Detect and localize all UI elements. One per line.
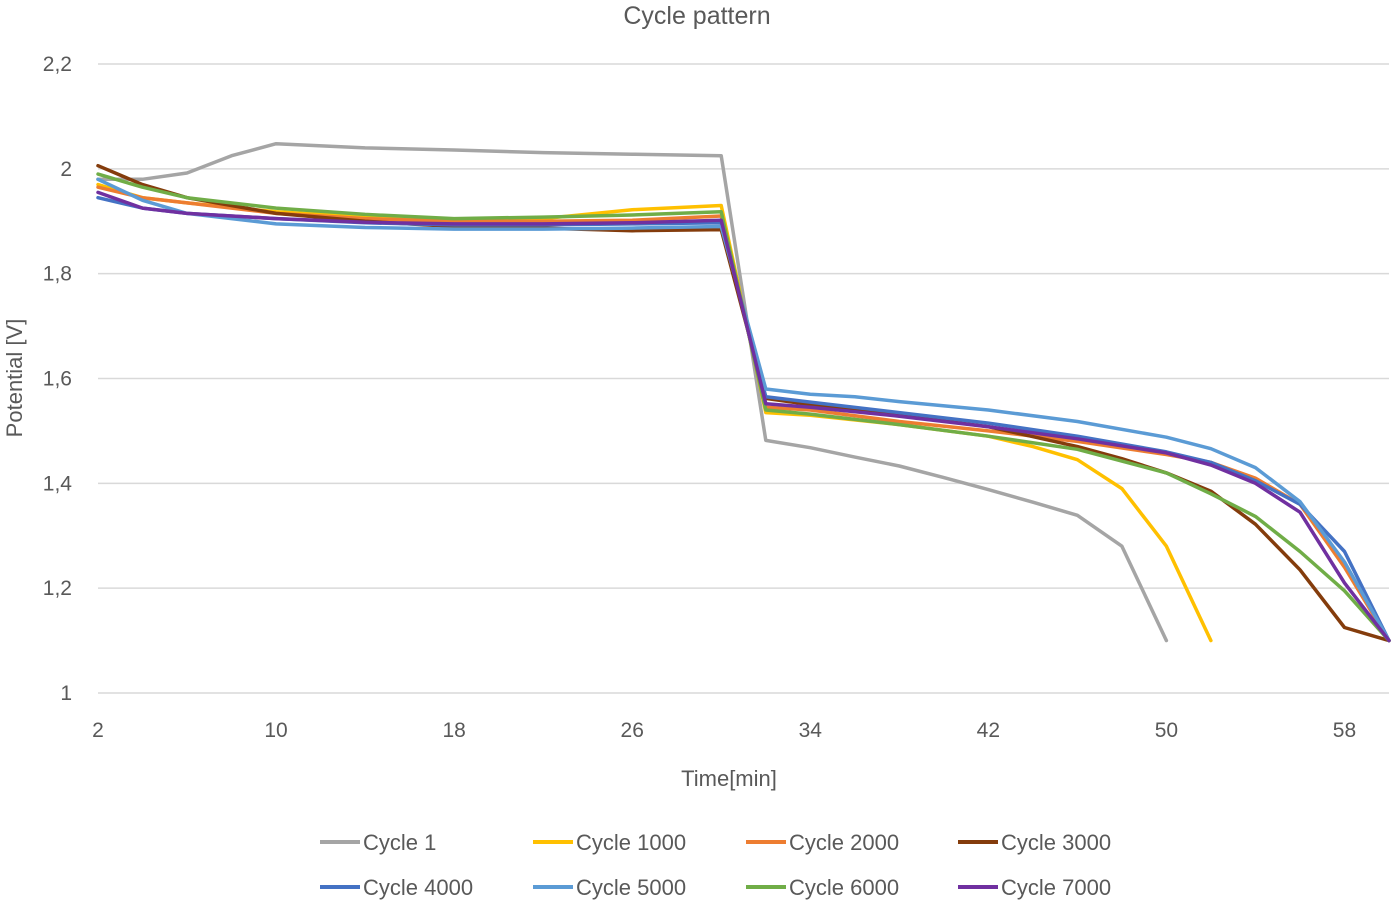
y-tick-label: 2,2 <box>43 53 72 76</box>
series-line-cycle-3000 <box>96 163 1391 643</box>
x-tick-label: 2 <box>92 719 104 742</box>
y-tick-label: 1,6 <box>43 368 72 391</box>
series-line-cycle-5000 <box>96 177 1391 643</box>
legend-item: Cycle 4000 <box>320 875 473 900</box>
x-tick-label: 58 <box>1333 719 1356 742</box>
legend-item: Cycle 1 <box>320 830 436 855</box>
series-line-cycle-4000 <box>96 195 1391 643</box>
legend-label: Cycle 6000 <box>789 875 899 900</box>
legend-label: Cycle 1 <box>363 830 436 855</box>
legend: Cycle 1 Cycle 1000 Cycle 2000 Cycle 3000 Cyc… <box>320 830 1111 900</box>
y-axis-ticks: 1 1,2 1,4 1,6 1,8 2 2,2 <box>43 53 73 705</box>
x-axis-label: Time[min] <box>681 766 777 791</box>
legend-item: Cycle 7000 <box>958 875 1111 900</box>
legend-label: Cycle 5000 <box>576 875 686 900</box>
x-tick-label: 34 <box>799 719 823 742</box>
y-tick-label: 1,4 <box>43 472 73 495</box>
series-line-cycle-2000 <box>96 185 1391 643</box>
series-line-cycle-1000 <box>96 182 1213 643</box>
series-line-cycle-6000 <box>96 172 1391 643</box>
gridlines <box>98 63 1389 694</box>
legend-label: Cycle 3000 <box>1001 830 1111 855</box>
legend-item: Cycle 2000 <box>746 830 899 855</box>
x-tick-label: 26 <box>621 719 644 742</box>
legend-item: Cycle 6000 <box>746 875 899 900</box>
legend-label: Cycle 4000 <box>363 875 473 900</box>
x-tick-label: 50 <box>1155 719 1178 742</box>
series-lines <box>96 141 1391 643</box>
legend-item: Cycle 3000 <box>958 830 1111 855</box>
x-tick-label: 10 <box>264 719 287 742</box>
x-axis-ticks: 2 10 18 26 34 42 50 58 <box>92 719 1356 742</box>
series-line-cycle-1 <box>96 141 1169 643</box>
legend-label: Cycle 7000 <box>1001 875 1111 900</box>
y-axis-label: Potential [V] <box>2 319 27 438</box>
legend-label: Cycle 1000 <box>576 830 686 855</box>
legend-item: Cycle 5000 <box>533 875 686 900</box>
y-tick-label: 1,2 <box>43 577 72 600</box>
legend-item: Cycle 1000 <box>533 830 686 855</box>
y-tick-label: 1,8 <box>43 263 72 286</box>
x-tick-label: 42 <box>977 719 1000 742</box>
y-tick-label: 1 <box>60 682 72 705</box>
x-tick-label: 18 <box>442 719 465 742</box>
series-line-cycle-7000 <box>96 190 1391 643</box>
legend-label: Cycle 2000 <box>789 830 899 855</box>
chart-title: Cycle pattern <box>623 2 770 30</box>
y-tick-label: 2 <box>60 158 72 181</box>
